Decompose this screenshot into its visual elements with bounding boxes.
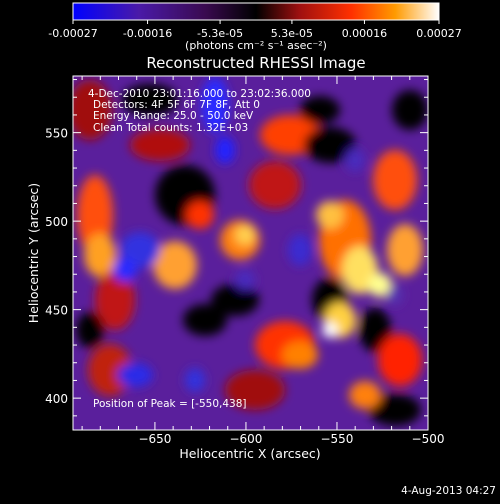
heatmap-image (73, 76, 428, 430)
heatmap-region (122, 84, 178, 116)
heatmap-region (211, 284, 259, 316)
annotation-energy: Energy Range: 25.0 - 50.0 keV (93, 110, 254, 122)
colorbar-tick-label: 0.00027 (416, 27, 462, 40)
colorbar-tick-label: 5.3e-05 (271, 27, 313, 40)
heatmap-region (349, 381, 381, 409)
heatmap-region (225, 370, 285, 410)
colorbar-ticks (72, 20, 440, 24)
heatmap-region (84, 233, 116, 277)
colorbar-tick-label: 0.00016 (342, 27, 388, 40)
annotation-time-range: 4-Dec-2010 23:01:16.000 to 23:02:36.000 (88, 88, 311, 100)
heatmap-region (387, 224, 423, 276)
heatmap-region (373, 150, 417, 210)
y-tick-label: 500 (45, 215, 68, 229)
heatmap-region (183, 304, 227, 336)
footer-timestamp: 4-Aug-2013 04:27 (401, 485, 496, 497)
axis-ticks (73, 76, 429, 430)
heatmap-region (322, 322, 338, 338)
heatmap-region (76, 312, 104, 348)
heatmap-region (113, 258, 137, 282)
heatmap-region (316, 201, 344, 229)
x-tick-label: −500 (412, 432, 445, 446)
heatmap-region (359, 308, 391, 352)
colorbar-tick-label: -0.00016 (123, 27, 172, 40)
heatmap-region (249, 161, 301, 209)
heatmap-region (185, 368, 205, 392)
heatmap-region (215, 136, 235, 164)
heatmap-region (235, 270, 255, 290)
colorbar-tick-label: -0.00027 (48, 27, 97, 40)
heatmap-region (201, 77, 229, 133)
colorbar-tick-label: -5.3e-05 (197, 27, 243, 40)
heatmap-region (130, 129, 190, 161)
y-tick-label: 400 (45, 392, 68, 406)
x-tick-label: −600 (229, 432, 262, 446)
heatmap-region (88, 344, 132, 396)
heatmap-region (95, 270, 135, 330)
y-axis-label: Heliocentric Y (arcsec) (26, 183, 41, 323)
heatmap-region (117, 363, 153, 387)
colorbar (72, 2, 440, 21)
heatmap-region (120, 232, 160, 268)
peak-position-label: Position of Peak = [-550,438] (93, 398, 247, 410)
heatmap-region (368, 273, 392, 297)
colorbar-tick-labels: -0.00027 -0.00016 -5.3e-05 5.3e-05 0.00016 0.… (48, 27, 461, 40)
heatmap-region (153, 241, 197, 289)
heatmap-region (387, 285, 403, 305)
heatmap-region (304, 127, 356, 163)
x-tick-labels: −650 −600 −550 −500 (138, 432, 444, 446)
annotation-detectors: Detectors: 4F 5F 6F 7F 8F, Att 0 (93, 99, 260, 111)
annotation-clean-counts: Clean Total counts: 1.32E+03 (93, 122, 248, 134)
heatmap-region (186, 201, 214, 229)
heatmap-region (392, 90, 428, 130)
y-tick-labels: 400 450 500 550 (45, 127, 68, 407)
plot-frame (72, 75, 429, 431)
heatmap-region (369, 394, 421, 426)
heatmap-region (378, 334, 422, 386)
heatmap-region (73, 80, 112, 140)
y-tick-label: 450 (45, 304, 68, 318)
x-axis-label: Heliocentric X (arcsec) (179, 446, 320, 461)
heatmap-region (300, 96, 340, 124)
heatmap-region (235, 225, 255, 245)
heatmap-region (282, 341, 318, 369)
y-tick-label: 550 (45, 127, 68, 141)
x-tick-label: −550 (320, 432, 353, 446)
heatmap-region (345, 148, 365, 172)
colorbar-unit-label: (photons cm⁻² s⁻¹ asec⁻²) (185, 39, 327, 52)
heatmap-region (288, 234, 312, 266)
x-tick-label: −650 (138, 432, 171, 446)
chart-title: Reconstructed RHESSI Image (146, 54, 365, 72)
